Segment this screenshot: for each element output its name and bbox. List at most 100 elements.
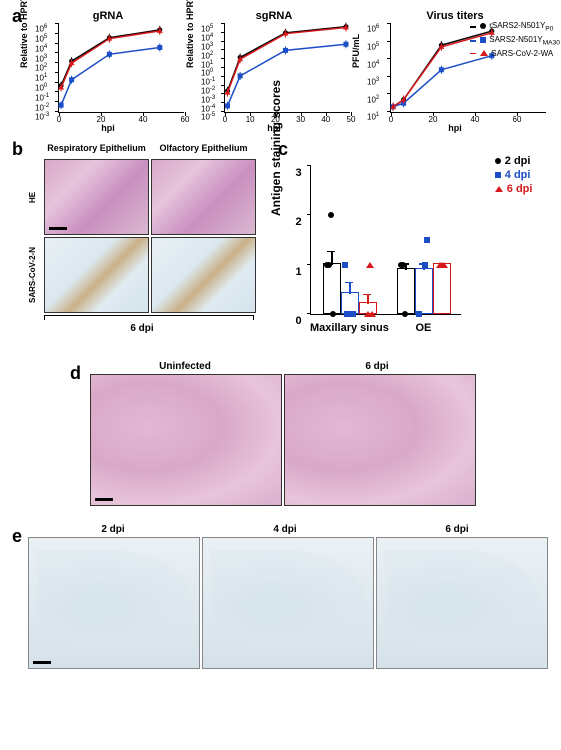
row-header-he: HE <box>28 159 42 235</box>
legend-item: SARS-CoV-2-WA <box>470 48 560 59</box>
chart-area: 10-510-410-310-210-110010110210310410501… <box>224 24 350 113</box>
ytick: 10-1 <box>201 77 215 87</box>
ytick: 106 <box>35 24 47 34</box>
xtick: 10 <box>246 115 255 124</box>
e-header-4dpi: 4 dpi <box>200 524 370 535</box>
data-point <box>424 237 430 243</box>
scale-bar <box>49 227 67 230</box>
panel-b: Respiratory Epithelium Olfactory Epithel… <box>28 143 256 334</box>
e-header-2dpi: 2 dpi <box>28 524 198 535</box>
panel-label-b: b <box>12 139 23 160</box>
xtick: 0 <box>57 115 61 124</box>
ytick: 100 <box>201 68 213 78</box>
xtick-label: Maxillary sinus <box>310 322 389 334</box>
d-header-uninfected: Uninfected <box>90 361 280 372</box>
ytick: 105 <box>35 34 47 44</box>
ytick: 1 <box>295 266 301 278</box>
xlabel: hpi <box>28 123 188 133</box>
bar <box>323 263 341 314</box>
data-point <box>326 262 332 268</box>
xtick: 60 <box>181 115 190 124</box>
bar-chart-area: 0123Maxillary sinusOE <box>310 166 461 315</box>
histo-b4 <box>151 237 256 313</box>
bar-ylabel: Antigen staining scores <box>269 80 283 216</box>
chart-title: gRNA <box>28 10 188 22</box>
ytick: 2 <box>295 216 301 228</box>
data-point <box>368 311 376 317</box>
ylabel: Relative to HPRT <box>19 0 29 68</box>
histo-b2 <box>151 159 256 235</box>
figure-root: a gRNARelative to HPRT10-310-210-1100101… <box>10 10 551 669</box>
legend: rSARS2-N501YP0SARS2-N501YMA30SARS-CoV-2-… <box>470 20 560 59</box>
ytick: 10-1 <box>35 93 49 103</box>
dpi-label-b: 6 dpi <box>28 323 256 334</box>
data-point <box>440 262 448 268</box>
histo-b1 <box>44 159 149 235</box>
data-point <box>416 311 422 317</box>
xtick-label: OE <box>416 322 432 334</box>
data-point <box>342 262 348 268</box>
chart-virus-titers: Virus titersPFU/mL1011021031041051060204… <box>360 10 550 125</box>
chart-area: 10-310-210-11001011021031041051060204060 <box>58 24 184 113</box>
ytick: 10-4 <box>201 103 215 113</box>
xtick: 50 <box>347 115 356 124</box>
xtick: 0 <box>389 115 393 124</box>
xtick: 0 <box>223 115 227 124</box>
xlabel: hpi <box>360 123 550 133</box>
xtick: 30 <box>296 115 305 124</box>
data-point <box>400 262 406 268</box>
panel-e: 2 dpi 4 dpi 6 dpi <box>28 524 551 669</box>
col-header-olfactory: Olfactory Epithelium <box>151 143 256 157</box>
xtick: 40 <box>471 115 480 124</box>
ytick: 103 <box>201 42 213 52</box>
brain-e1 <box>28 537 200 669</box>
chart-grna: gRNARelative to HPRT10-310-210-110010110… <box>28 10 188 125</box>
ytick: 101 <box>35 73 47 83</box>
data-point <box>344 311 350 317</box>
ytick: 101 <box>367 112 379 122</box>
ytick: 102 <box>201 51 213 61</box>
bar-legend: 2 dpi4 dpi6 dpi <box>495 155 533 197</box>
data-point <box>402 311 408 317</box>
ytick: 103 <box>35 54 47 64</box>
bar <box>433 263 451 314</box>
ytick: 106 <box>367 24 379 34</box>
ytick: 0 <box>295 315 301 327</box>
dpi-bracket <box>44 315 254 320</box>
scale-bar <box>95 498 113 501</box>
ytick: 105 <box>367 42 379 52</box>
ytick: 3 <box>295 167 301 179</box>
ytick: 104 <box>367 59 379 69</box>
xtick: 40 <box>321 115 330 124</box>
ytick: 100 <box>35 83 47 93</box>
panel-a: gRNARelative to HPRT10-310-210-110010110… <box>28 10 551 125</box>
histo-d2 <box>284 374 476 506</box>
row-header-ihc: SARS-CoV-2-N <box>28 237 42 313</box>
ytick: 10-3 <box>201 95 215 105</box>
legend-item: 6 dpi <box>495 183 533 195</box>
col-header-respiratory: Respiratory Epithelium <box>44 143 149 157</box>
xtick: 20 <box>429 115 438 124</box>
ytick: 104 <box>201 33 213 43</box>
bar <box>397 268 415 314</box>
histo-b3 <box>44 237 149 313</box>
legend-label: SARS2-N501YMA30 <box>489 34 560 48</box>
data-point <box>350 311 356 317</box>
ytick: 101 <box>201 59 213 69</box>
histo-d1 <box>90 374 282 506</box>
data-point <box>330 311 336 317</box>
chart-title: sgRNA <box>194 10 354 22</box>
data-point <box>422 262 428 268</box>
ytick: 104 <box>35 44 47 54</box>
bar <box>415 268 433 314</box>
ytick: 102 <box>367 95 379 105</box>
xtick: 20 <box>97 115 106 124</box>
ytick: 10-2 <box>201 86 215 96</box>
legend-item: 2 dpi <box>495 155 533 167</box>
panel-d: Uninfected 6 dpi <box>90 361 551 506</box>
ylabel: PFU/mL <box>351 33 361 67</box>
ylabel: Relative to HPRT <box>185 0 195 68</box>
ytick: 102 <box>35 63 47 73</box>
xtick: 40 <box>139 115 148 124</box>
scale-bar <box>33 661 51 664</box>
